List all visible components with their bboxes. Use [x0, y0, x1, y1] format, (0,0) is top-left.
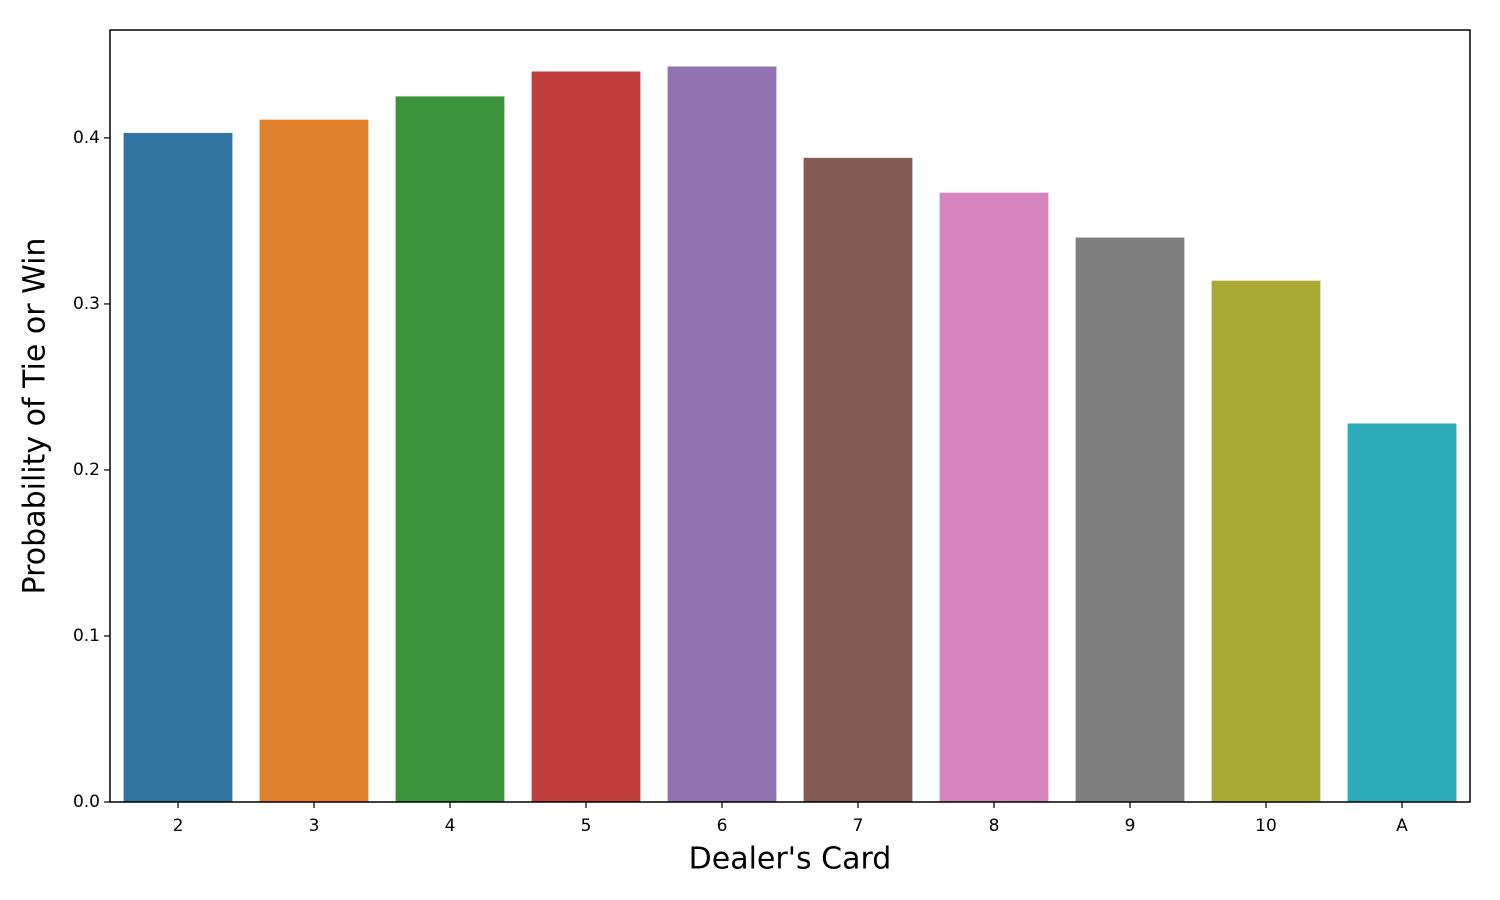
bar: [531, 71, 641, 803]
x-tick-label: A: [1396, 816, 1408, 836]
x-tick-label: 8: [989, 816, 1000, 836]
x-tick-label: 7: [853, 816, 864, 836]
y-tick-label: 0.4: [73, 128, 100, 148]
bar: [939, 192, 1049, 803]
bar: [395, 96, 505, 803]
bar: [259, 119, 369, 802]
y-tick-label: 0.2: [73, 460, 100, 480]
x-tick-label: 3: [309, 816, 320, 836]
bar: [1347, 423, 1457, 802]
x-tick-label: 4: [445, 816, 456, 836]
y-tick-label: 0.0: [73, 792, 100, 812]
plot-frame: [109, 29, 1471, 803]
x-axis-title: Dealer's Card: [689, 842, 892, 877]
y-axis-title: Probability of Tie or Win: [18, 238, 53, 595]
bar: [1211, 280, 1321, 802]
y-tick-label: 0.1: [73, 626, 100, 646]
bar: [1075, 237, 1185, 803]
x-tick-label: 10: [1255, 816, 1277, 836]
x-tick-label: 9: [1125, 816, 1136, 836]
bar: [803, 157, 913, 803]
x-tick-label: 6: [717, 816, 728, 836]
bar: [123, 132, 233, 802]
bar: [667, 66, 777, 803]
y-tick-label: 0.3: [73, 294, 100, 314]
x-tick-label: 5: [581, 816, 592, 836]
x-tick-label: 2: [173, 816, 184, 836]
